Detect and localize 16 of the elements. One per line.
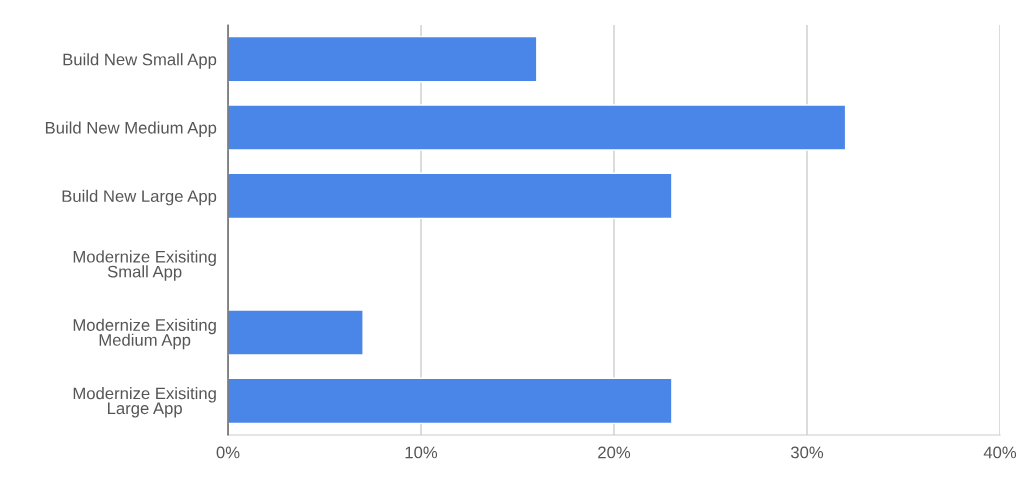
y-tick-label: Modernize Exisiting Small App: [73, 250, 216, 281]
bar: [228, 104, 847, 151]
bar: [228, 172, 673, 220]
y-tick-label: Modernize Exisiting Large App: [73, 387, 216, 418]
y-tick-label: Build New Large App: [62, 189, 217, 206]
bar: [228, 309, 364, 356]
x-tick-label: 0%: [216, 446, 240, 459]
x-tick-label: 30%: [790, 446, 824, 459]
y-tick-label: Build New Medium App: [45, 121, 217, 137]
x-tick-label: 40%: [983, 446, 1017, 459]
y-tick-label: Modernize Exisiting Medium App: [73, 318, 216, 350]
bar: [228, 377, 673, 425]
x-tick-label: 10%: [405, 446, 438, 459]
y-tick-label: Build New Small App: [63, 53, 217, 69]
bar: [228, 35, 538, 83]
x-tick-label: 20%: [598, 446, 631, 459]
